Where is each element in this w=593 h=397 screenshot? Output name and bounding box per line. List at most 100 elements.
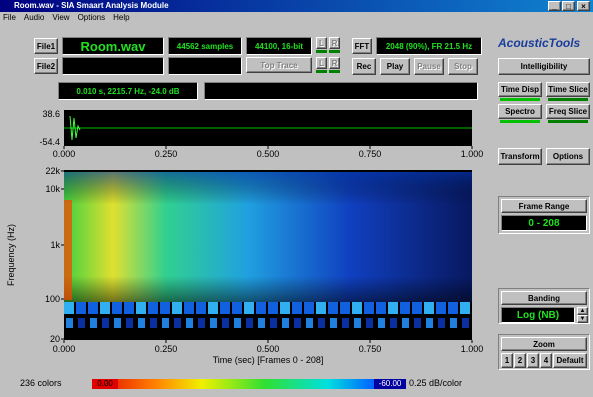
app-window: Room.wav - SIA Smaart Analysis Module _ …: [0, 0, 593, 397]
band-cell: [352, 302, 362, 314]
band-cell: [124, 302, 134, 314]
spectrogram-x-label: 1.000: [461, 344, 484, 354]
band-cell: [208, 302, 218, 314]
band-cell: [234, 318, 241, 328]
waveform-area: [64, 110, 472, 146]
band-cell: [136, 302, 146, 314]
band-cell: [426, 318, 433, 328]
message-display: [204, 82, 478, 100]
band-cell: [354, 318, 361, 328]
band-cell: [436, 302, 446, 314]
band-cell: [244, 302, 254, 314]
time-disp-button[interactable]: Time Disp: [498, 82, 542, 97]
scale-max: 0.00: [92, 379, 118, 389]
band-cell: [282, 318, 289, 328]
fft-button[interactable]: FFT: [352, 38, 372, 54]
left-channel-button[interactable]: L: [316, 57, 327, 69]
spectrogram-y-title: Frequency (Hz): [6, 224, 16, 286]
fft-info-display: 2048 (90%), FR 21.5 Hz: [376, 37, 482, 55]
menu-item[interactable]: Audio: [24, 12, 44, 24]
band-cell: [64, 302, 74, 314]
zoom-button[interactable]: 1: [501, 353, 513, 368]
spin-up[interactable]: ▲: [577, 307, 588, 315]
band-cell: [66, 318, 73, 328]
stop-button[interactable]: Stop: [448, 58, 478, 75]
file1-button[interactable]: File1: [34, 38, 58, 54]
frame-range-group: Frame Range 0 - 208: [498, 196, 590, 234]
close-button[interactable]: ×: [577, 1, 590, 11]
maximize-button[interactable]: □: [562, 1, 575, 11]
band-cell: [414, 318, 421, 328]
band-cell: [148, 302, 158, 314]
indicator: [329, 70, 340, 73]
band-cell: [378, 318, 385, 328]
band-cell: [100, 302, 110, 314]
waveform-x-label: 0.750: [359, 149, 382, 159]
band-cell: [222, 318, 229, 328]
time-slice-button[interactable]: Time Slice: [546, 82, 590, 97]
band-cell: [196, 302, 206, 314]
menu-item[interactable]: Options: [78, 12, 106, 24]
waveform-x-label: 1.000: [461, 149, 484, 159]
spectrogram-x-label: 0.000: [53, 344, 76, 354]
band-cell: [160, 302, 170, 314]
scale-resolution: 0.25 dB/color: [409, 378, 462, 388]
waveform-x-label: 0.250: [155, 149, 178, 159]
spectrogram-low-band: [64, 302, 470, 328]
spectro-button[interactable]: Spectro: [498, 104, 542, 119]
band-cell: [330, 318, 337, 328]
band-cell: [220, 302, 230, 314]
band-cell: [460, 302, 470, 314]
spectrogram-onset: [64, 200, 72, 300]
band-cell: [316, 302, 326, 314]
zoom-button[interactable]: Default: [553, 353, 587, 368]
band-cell: [448, 302, 458, 314]
band-cell: [126, 318, 133, 328]
waveform-y-label: -54.4: [39, 137, 60, 147]
pause-button[interactable]: Pause: [414, 58, 444, 75]
indicator: [548, 120, 588, 123]
minimize-button[interactable]: _: [548, 1, 561, 11]
indicator: [329, 50, 340, 53]
band-cell: [318, 318, 325, 328]
spin-down[interactable]: ▼: [577, 315, 588, 323]
band-cell: [294, 318, 301, 328]
band-cell: [402, 318, 409, 328]
transform-button[interactable]: Transform: [498, 148, 542, 165]
spectrogram-y-label: 10k: [45, 184, 60, 194]
band-cell: [232, 302, 242, 314]
band-cell: [184, 302, 194, 314]
cursor-display: 0.010 s, 2215.7 Hz, -24.0 dB: [58, 82, 198, 100]
left-channel-button[interactable]: L: [316, 37, 327, 49]
spectrogram-y-label: 22k: [45, 166, 60, 176]
menu-item[interactable]: File: [3, 12, 16, 24]
band-cell: [138, 318, 145, 328]
right-channel-button[interactable]: R: [329, 37, 340, 49]
band-cell: [364, 302, 374, 314]
band-cell: [114, 318, 121, 328]
menu-bar: File Audio View Options Help: [0, 12, 593, 24]
zoom-button[interactable]: 2: [514, 353, 526, 368]
file2-button[interactable]: File2: [34, 58, 58, 74]
logo: AcousticTools: [498, 36, 592, 52]
menu-item[interactable]: Help: [113, 12, 129, 24]
frame-range-label: Frame Range: [501, 199, 587, 213]
intelligibility-button[interactable]: Intelligibility: [498, 58, 590, 75]
rec-button[interactable]: Rec: [352, 58, 376, 75]
banding-group: Banding Log (NB) ▲ ▼: [498, 288, 590, 324]
spectrogram-area: [64, 170, 472, 340]
spectrogram-x-label: 0.750: [359, 344, 382, 354]
zoom-button[interactable]: 4: [540, 353, 552, 368]
band-cell: [342, 318, 349, 328]
play-button[interactable]: Play: [380, 58, 410, 75]
top-trace-button[interactable]: Top Trace: [246, 57, 312, 73]
options-button[interactable]: Options: [546, 148, 590, 165]
zoom-button[interactable]: 3: [527, 353, 539, 368]
menu-item[interactable]: View: [52, 12, 69, 24]
band-cell: [390, 318, 397, 328]
band-cell: [412, 302, 422, 314]
color-scale-bar: [92, 379, 406, 389]
freq-slice-button[interactable]: Freq Slice: [546, 104, 590, 119]
right-channel-button[interactable]: R: [329, 57, 340, 69]
